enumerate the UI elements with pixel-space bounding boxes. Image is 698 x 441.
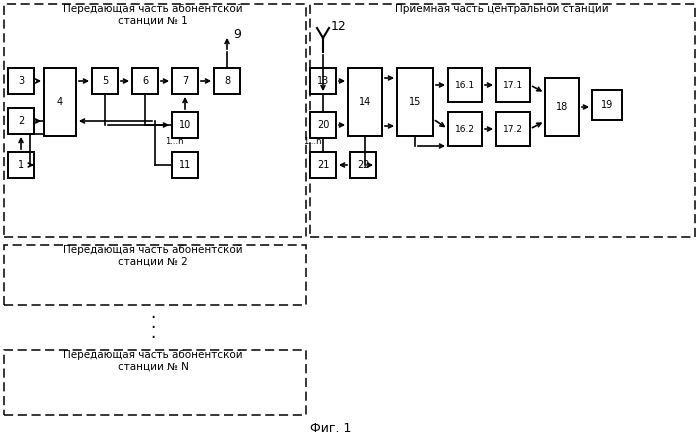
Text: 20: 20 [317, 120, 329, 130]
Bar [448, 68, 482, 102]
Text: 15: 15 [409, 97, 421, 107]
Text: 2: 2 [18, 116, 24, 126]
Text: 6: 6 [142, 76, 148, 86]
Text: 12: 12 [331, 20, 347, 34]
Text: 1...n: 1...n [165, 138, 184, 146]
Text: ·: · [150, 309, 156, 327]
Text: 9: 9 [233, 27, 241, 41]
Bar [8, 68, 34, 94]
Bar [348, 68, 382, 136]
Text: Передающая часть абонентской
станции № 1: Передающая часть абонентской станции № 1 [64, 4, 243, 26]
Text: 4: 4 [57, 97, 63, 107]
Text: 16.2: 16.2 [455, 124, 475, 134]
Text: 3: 3 [18, 76, 24, 86]
Bar [310, 4, 695, 237]
Text: 16.1: 16.1 [455, 81, 475, 90]
Bar [44, 68, 76, 136]
Bar [4, 350, 306, 415]
Bar [310, 68, 336, 94]
Text: 19: 19 [601, 100, 613, 110]
Text: 5: 5 [102, 76, 108, 86]
Bar [132, 68, 158, 94]
Text: 1: 1 [18, 160, 24, 170]
Bar [172, 68, 198, 94]
Bar [397, 68, 433, 136]
Text: Приемная часть центральной станции: Приемная часть центральной станции [395, 4, 609, 14]
Text: 22: 22 [357, 160, 369, 170]
Text: Передающая часть абонентской
станции № N: Передающая часть абонентской станции № N [64, 350, 243, 372]
Bar [350, 152, 376, 178]
Text: ·: · [150, 319, 156, 337]
Bar [496, 112, 530, 146]
Text: 1...n: 1...n [303, 138, 322, 146]
Text: 17.1: 17.1 [503, 81, 523, 90]
Text: 7: 7 [182, 76, 188, 86]
Bar [172, 112, 198, 138]
Bar [310, 112, 336, 138]
Text: 18: 18 [556, 102, 568, 112]
Text: 13: 13 [317, 76, 329, 86]
Bar [592, 90, 622, 120]
Bar [4, 4, 306, 237]
Bar [8, 152, 34, 178]
Bar [448, 112, 482, 146]
Bar [172, 152, 198, 178]
Text: 17.2: 17.2 [503, 124, 523, 134]
Text: 11: 11 [179, 160, 191, 170]
Bar [310, 152, 336, 178]
Bar [4, 245, 306, 305]
Text: 14: 14 [359, 97, 371, 107]
Bar [496, 68, 530, 102]
Text: 21: 21 [317, 160, 329, 170]
Text: Передающая часть абонентской
станции № 2: Передающая часть абонентской станции № 2 [64, 245, 243, 267]
Text: 8: 8 [224, 76, 230, 86]
Text: Фиг. 1: Фиг. 1 [310, 422, 351, 434]
Text: ·: · [150, 329, 156, 347]
Bar [214, 68, 240, 94]
Bar [545, 78, 579, 136]
Bar [8, 108, 34, 134]
Bar [92, 68, 118, 94]
Text: 10: 10 [179, 120, 191, 130]
